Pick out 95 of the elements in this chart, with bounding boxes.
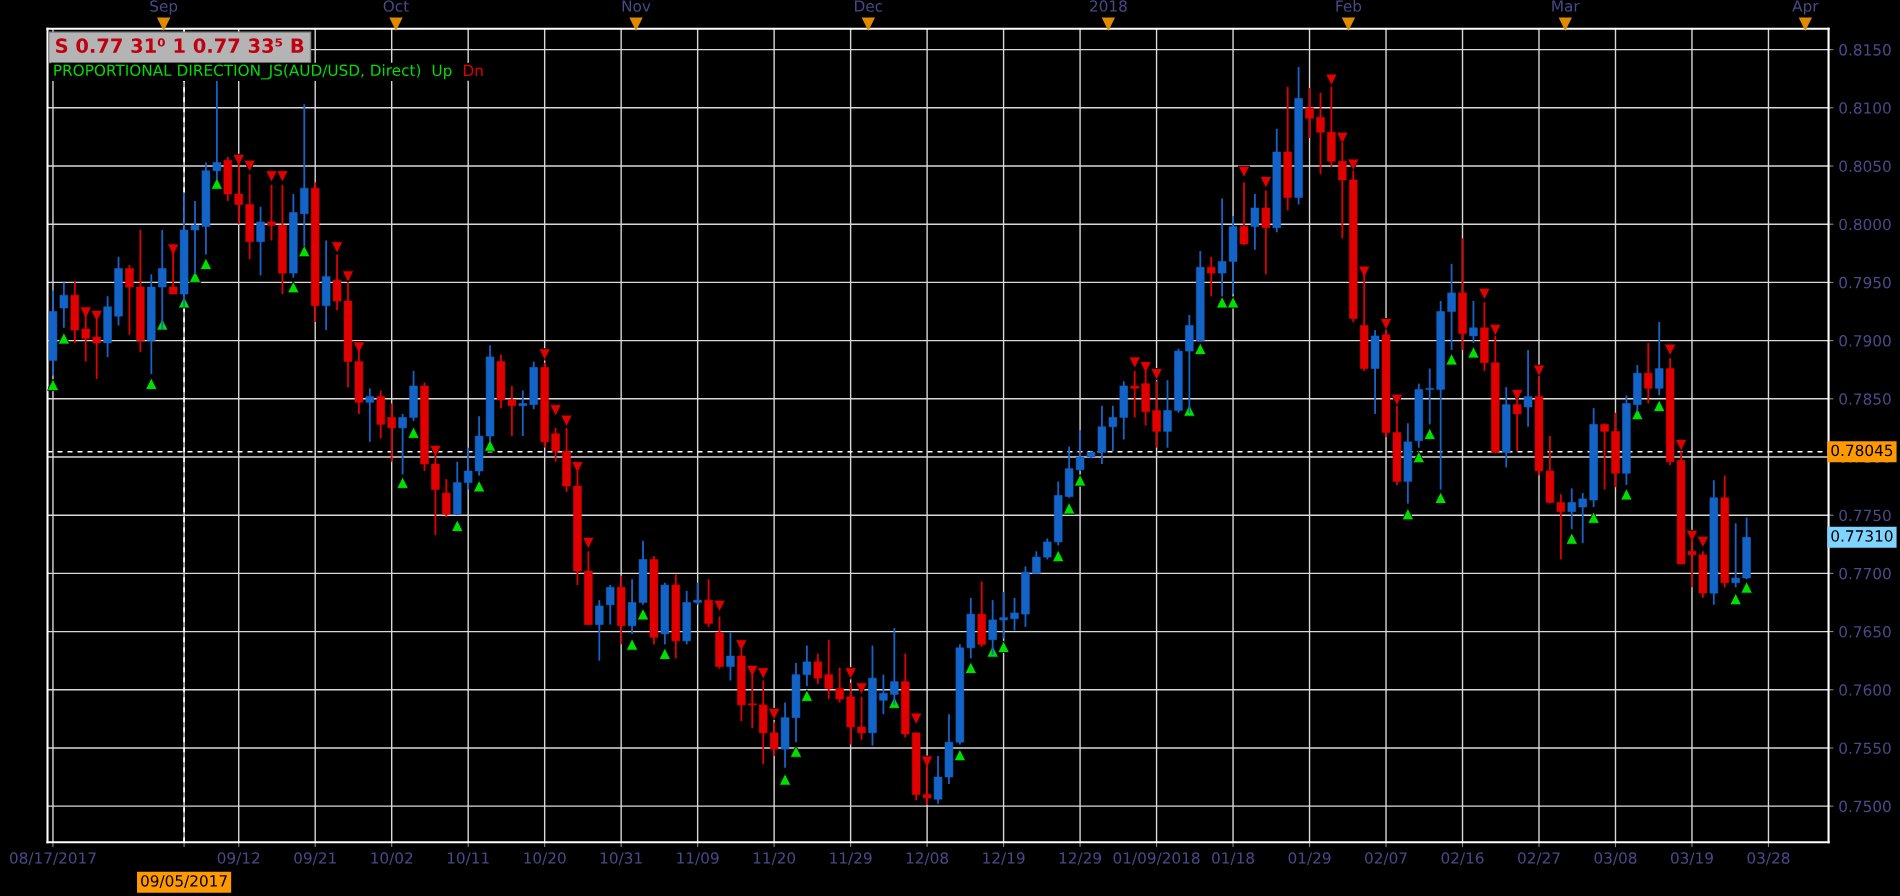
y-tick-label: 0.7550 — [1839, 742, 1891, 754]
candlestick — [1731, 522, 1740, 589]
x-tick-label: 09/05/2017 — [141, 875, 227, 888]
candlestick — [1261, 189, 1271, 276]
candlestick — [999, 591, 1008, 640]
text: PROPORTIONAL DIRECTION_JS(AUD/USD, Direct) — [54, 64, 421, 80]
candlestick — [1578, 492, 1587, 545]
candlestick — [1010, 596, 1019, 632]
candlestick — [59, 281, 69, 329]
x-tick-label: 10/11 — [447, 852, 489, 865]
x-tick-label: 12/08 — [906, 852, 949, 865]
candlestick — [551, 426, 560, 463]
x-tick-label: 12/29 — [1059, 852, 1102, 865]
candlestick — [1316, 91, 1325, 176]
x2-tick-label: Nov — [622, 0, 651, 12]
y-tick-label: 0.7900 — [1839, 335, 1891, 347]
candlestick — [365, 387, 375, 443]
x-tick-label: 02/07 — [1365, 852, 1407, 865]
candlestick — [879, 673, 888, 716]
candlestick — [595, 599, 604, 662]
candlestick — [1305, 87, 1314, 139]
candlestick — [1567, 487, 1576, 531]
x-tick-label: 01/18 — [1212, 852, 1255, 865]
candlestick — [1600, 422, 1609, 491]
y-tick-label: 0.8050 — [1839, 160, 1891, 173]
candlestick — [1206, 255, 1216, 298]
candlestick — [769, 721, 779, 758]
candlestick — [518, 389, 528, 437]
text: Dn — [463, 64, 483, 77]
candlestick — [1163, 379, 1172, 449]
y-tick-label: 0.7950 — [1839, 276, 1891, 289]
y-tick-label: 0.8150 — [1839, 44, 1891, 56]
candlestick — [1043, 537, 1052, 561]
candlestick — [1654, 321, 1664, 397]
x2-tick-label: 2018 — [1090, 0, 1127, 12]
y-tick-label: 0.7750 — [1839, 509, 1891, 522]
y-tick-label: 0.7700 — [1839, 567, 1891, 580]
x-tick-label: 09/12 — [217, 852, 260, 865]
x-tick-label: 02/27 — [1517, 852, 1560, 865]
x2-tick-label: Apr — [1792, 0, 1819, 15]
x-tick-label: 11/09 — [677, 852, 719, 865]
x2-tick-label: Feb — [1336, 0, 1362, 12]
x-tick-label: 03/19 — [1670, 852, 1713, 865]
x-tick-label: 08/17/2017 — [9, 852, 96, 865]
candlestick — [1523, 349, 1533, 428]
y-tick-label: 0.8100 — [1839, 102, 1891, 114]
x-tick-label: 10/02 — [371, 852, 413, 865]
x-tick-label: 12/19 — [983, 852, 1025, 865]
candlestick — [813, 652, 823, 685]
x2-tick-label: Dec — [855, 0, 883, 12]
candlestick — [1239, 181, 1249, 247]
x-tick-label: 01/09/2018 — [1113, 852, 1200, 865]
ref-line-label: 0.78045 — [1831, 444, 1893, 457]
y-tick-label: 0.7600 — [1839, 684, 1891, 696]
x2-tick-label: Sep — [150, 0, 178, 15]
candlestick — [1130, 369, 1139, 419]
candlestick — [1425, 367, 1434, 426]
x-tick-label: 11/29 — [830, 852, 872, 865]
candlestick — [726, 631, 735, 682]
y-tick-label: 0.7650 — [1839, 626, 1891, 638]
candlestick — [256, 205, 265, 277]
candlestick — [267, 183, 276, 242]
x2-tick-label: Oct — [383, 0, 409, 12]
y-tick-label: 0.7850 — [1839, 393, 1891, 405]
annotation: S 0.77 31⁰ 1 0.77 33⁵ B — [56, 38, 304, 54]
candlestick — [1032, 550, 1041, 575]
candlestick — [387, 402, 396, 463]
x2-tick-label: Mar — [1552, 0, 1580, 12]
candlestick — [398, 413, 407, 476]
candlestick — [125, 264, 134, 336]
candlestick — [1469, 300, 1478, 344]
candlestick — [442, 478, 451, 519]
candlestick — [824, 638, 833, 700]
candlestick — [1250, 193, 1260, 251]
candlestick — [1644, 342, 1653, 405]
candlestick — [606, 584, 615, 626]
candlestick — [1152, 380, 1161, 449]
candlestick — [857, 695, 866, 741]
x-tick-label: 11/20 — [753, 852, 796, 865]
x-tick-label: 10/31 — [600, 852, 642, 865]
text: 0.77310 — [1831, 530, 1893, 542]
x-tick-label: 09/21 — [294, 852, 336, 865]
x-tick-label: 03/28 — [1747, 852, 1790, 865]
candlestick — [835, 666, 844, 704]
y-tick-label: 0.8000 — [1839, 218, 1891, 231]
x-tick-label: 02/16 — [1441, 852, 1484, 865]
text: Up — [432, 64, 452, 80]
y-tick-label: 0.7500 — [1839, 800, 1891, 813]
candlestick — [463, 446, 473, 491]
x-tick-label: 03/08 — [1594, 852, 1637, 865]
candlestick — [890, 627, 899, 706]
x-tick-label: 10/20 — [524, 852, 566, 865]
candlestick — [693, 581, 702, 606]
x-tick-label: 01/29 — [1288, 852, 1331, 865]
candlestick — [1447, 262, 1456, 351]
